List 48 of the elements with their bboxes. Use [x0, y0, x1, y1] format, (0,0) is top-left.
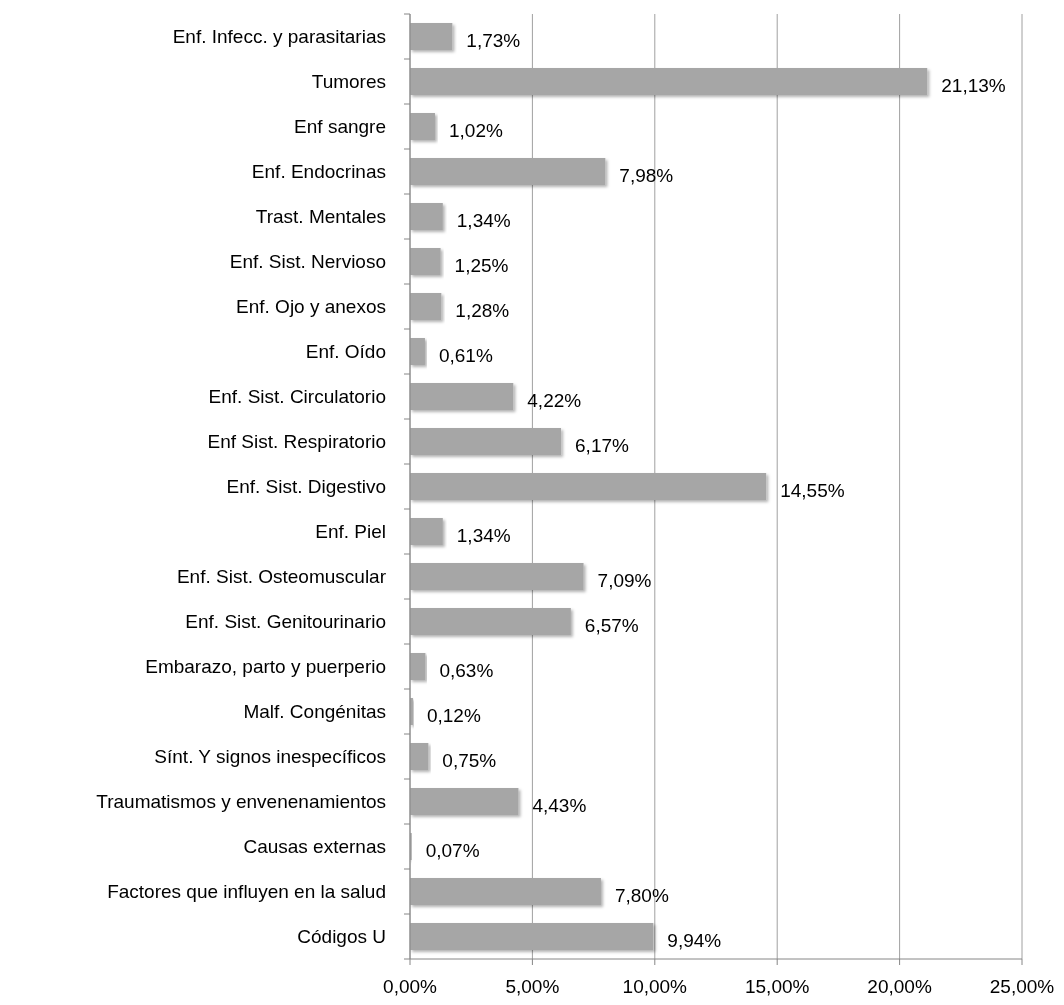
data-label: 1,73% — [466, 30, 521, 52]
y-tick-label: Enf. Sist. Nervioso — [229, 251, 386, 273]
y-tick-label: Traumatismos y envenenamientos — [96, 791, 386, 813]
data-label: 4,43% — [532, 795, 587, 817]
data-label: 7,98% — [619, 165, 674, 187]
data-label: 1,25% — [454, 255, 509, 277]
x-tick-label: 25,00% — [989, 976, 1055, 997]
data-label: 6,57% — [584, 615, 639, 637]
data-label: 7,09% — [597, 570, 652, 592]
data-label: 0,12% — [426, 705, 481, 727]
y-tick-label: Embarazo, parto y puerperio — [145, 656, 386, 678]
y-tick-label: Enf. Sist. Genitourinario — [185, 611, 386, 633]
y-tick-label: Sínt. Y signos inespecíficos — [154, 746, 386, 768]
y-tick-label: Malf. Congénitas — [243, 701, 386, 723]
y-tick-label: Enf. Infecc. y parasitarias — [172, 26, 386, 48]
data-label: 9,94% — [667, 930, 722, 952]
y-tick-label: Códigos U — [297, 926, 386, 948]
data-label: 0,61% — [438, 345, 493, 367]
data-label: 1,02% — [448, 120, 503, 142]
y-tick-label: Enf. Sist. Osteomuscular — [176, 566, 387, 588]
data-label: 6,17% — [575, 435, 630, 457]
y-tick-label: Enf. Piel — [315, 521, 386, 543]
data-label: 0,75% — [442, 750, 497, 772]
y-tick-label: Causas externas — [243, 836, 386, 858]
data-label: 0,07% — [425, 840, 480, 862]
x-tick-label: 0,00% — [383, 976, 438, 997]
y-tick-label: Tumores — [311, 71, 386, 93]
data-label: 21,13% — [941, 75, 1006, 97]
data-label: 7,80% — [614, 885, 669, 907]
data-label: 4,22% — [527, 390, 582, 412]
y-tick-label: Trast. Mentales — [255, 206, 386, 228]
data-label: 14,55% — [780, 480, 845, 502]
y-tick-label: Enf. Oído — [305, 341, 386, 363]
y-tick-label: Enf. Sist. Digestivo — [226, 476, 386, 498]
y-tick-label: Enf sangre — [294, 116, 386, 138]
data-label: 1,34% — [456, 210, 511, 232]
y-tick-label: Enf. Endocrinas — [251, 161, 386, 183]
y-tick-label: Enf Sist. Respiratorio — [207, 431, 386, 453]
x-tick-label: 15,00% — [744, 976, 810, 997]
y-tick-label: Enf. Ojo y anexos — [236, 296, 386, 318]
data-label: 0,63% — [439, 660, 494, 682]
x-tick-label: 20,00% — [867, 976, 932, 997]
data-label: 1,28% — [455, 300, 510, 322]
y-tick-label: Enf. Sist. Circulatorio — [208, 386, 386, 408]
x-tick-label: 5,00% — [505, 976, 560, 997]
data-label: 1,34% — [456, 525, 511, 547]
y-tick-label: Factores que influyen en la salud — [107, 881, 386, 903]
x-tick-label: 10,00% — [622, 976, 688, 997]
